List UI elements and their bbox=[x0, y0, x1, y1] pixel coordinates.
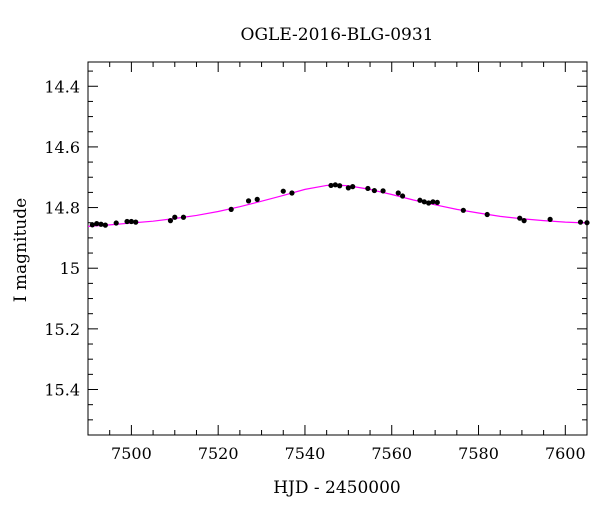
data-point bbox=[399, 193, 406, 199]
y-tick-label: 14.4 bbox=[44, 77, 80, 96]
data-point bbox=[421, 199, 427, 205]
data-points-layer bbox=[89, 182, 590, 228]
data-point bbox=[430, 199, 436, 205]
data-point bbox=[484, 211, 490, 218]
axis-tick-labels: 7500 7520 7540 7560 7580 7600 14.4 14.6 14.8 15 15… bbox=[44, 77, 585, 463]
x-tick-label: 7500 bbox=[111, 444, 152, 463]
y-tick-label: 15.4 bbox=[44, 381, 80, 400]
plot-border bbox=[87, 61, 588, 436]
data-point bbox=[113, 220, 119, 226]
data-point bbox=[228, 206, 234, 212]
data-point bbox=[417, 197, 423, 203]
data-point bbox=[426, 200, 432, 206]
data-point bbox=[371, 187, 377, 194]
chart-title: OGLE-2016-BLG-0931 bbox=[241, 25, 434, 45]
data-point bbox=[102, 222, 108, 228]
y-tick-label: 14.8 bbox=[44, 199, 80, 218]
y-tick-label: 15.2 bbox=[44, 320, 80, 339]
data-point bbox=[94, 221, 100, 227]
plot-frame bbox=[87, 61, 588, 436]
data-point bbox=[350, 184, 356, 190]
data-point bbox=[460, 207, 466, 213]
x-tick-label: 7580 bbox=[458, 444, 499, 463]
data-point bbox=[365, 185, 371, 192]
data-point bbox=[172, 214, 178, 220]
data-point bbox=[434, 199, 440, 206]
y-tick-label: 14.6 bbox=[44, 138, 80, 157]
data-point bbox=[332, 182, 338, 188]
data-point bbox=[328, 182, 334, 189]
model-curve bbox=[88, 184, 587, 227]
data-point bbox=[517, 215, 523, 221]
data-point bbox=[280, 188, 286, 194]
data-point bbox=[289, 190, 295, 196]
data-point bbox=[167, 218, 174, 224]
data-point bbox=[380, 188, 386, 194]
y-axis-label: I magnitude bbox=[11, 198, 31, 302]
x-tick-label: 7540 bbox=[285, 444, 326, 463]
axis-ticks bbox=[87, 62, 588, 436]
data-point bbox=[89, 222, 95, 228]
data-point bbox=[98, 221, 104, 227]
data-point bbox=[584, 220, 590, 226]
data-point bbox=[180, 214, 187, 220]
data-point bbox=[245, 198, 252, 204]
data-point bbox=[128, 218, 134, 225]
data-point bbox=[547, 216, 553, 222]
data-point bbox=[254, 196, 260, 202]
x-tick-label: 7520 bbox=[198, 444, 239, 463]
data-point bbox=[345, 185, 351, 191]
data-point bbox=[395, 190, 401, 196]
model-curve-layer bbox=[88, 184, 587, 227]
x-tick-label: 7560 bbox=[371, 444, 412, 463]
data-point bbox=[133, 219, 139, 225]
x-axis-label: HJD - 2450000 bbox=[273, 478, 401, 498]
data-point bbox=[577, 219, 584, 225]
data-point bbox=[337, 183, 343, 189]
data-point bbox=[521, 218, 527, 224]
x-tick-label: 7600 bbox=[545, 444, 586, 463]
data-point bbox=[124, 218, 130, 225]
y-tick-label: 15 bbox=[60, 259, 80, 278]
